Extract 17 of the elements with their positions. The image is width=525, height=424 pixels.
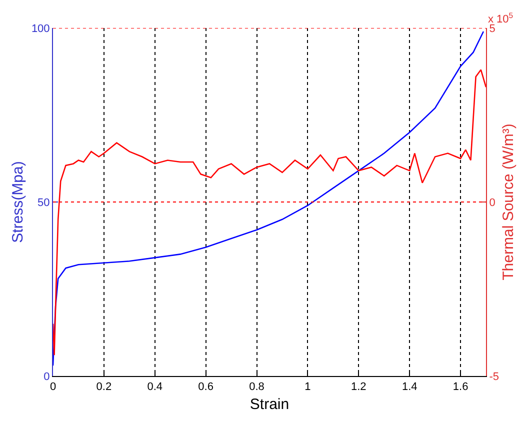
x-tick-label: 1 (304, 381, 311, 394)
x-tick-label: 0.6 (198, 381, 214, 394)
y2-tick-label: -5 (489, 370, 499, 383)
y2-axis-title: Thermal Source (W/m³) (500, 124, 517, 280)
y-tick-label: 50 (38, 196, 50, 209)
x-axis-title: Strain (250, 396, 290, 414)
y2-tick-label: 5 (489, 22, 496, 35)
y-tick-label: 100 (31, 22, 50, 35)
y-axis-title: Stress(Mpa) (10, 161, 27, 243)
x-tick-label: 0.8 (249, 381, 264, 394)
x-tick-label: 1.6 (452, 381, 468, 394)
x-tick-label: 0.4 (147, 381, 163, 394)
x-tick-label: 0.2 (96, 381, 112, 394)
x-tick-label: 1.4 (402, 381, 418, 394)
y2-tick-label: 0 (489, 196, 496, 209)
x-tick-label: 1.2 (351, 381, 366, 394)
y-tick-label: 0 (44, 370, 50, 383)
